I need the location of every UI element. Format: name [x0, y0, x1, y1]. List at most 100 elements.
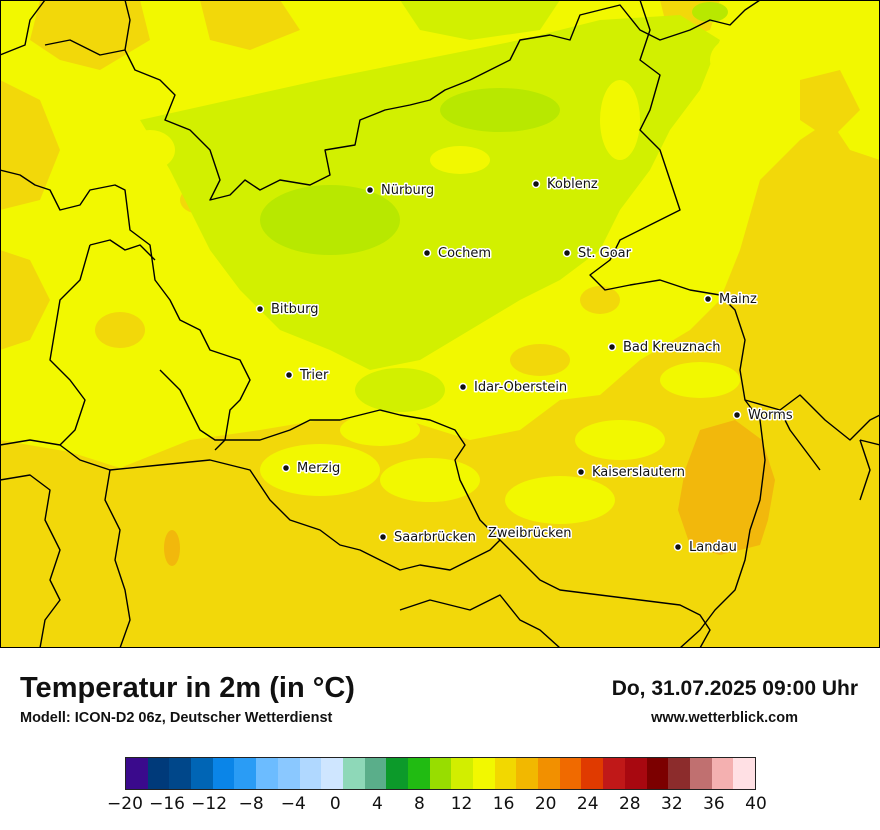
city-zweibruecken[interactable]: Zweibrücken	[487, 525, 573, 543]
city-nuerburg[interactable]: Nürburg	[365, 182, 436, 200]
city-label: Cochem	[438, 246, 491, 261]
map-canvas: Nürburg Koblenz Cochem St. Goar Mainz Bi…	[0, 0, 880, 648]
legend-tick-label: 36	[703, 794, 725, 814]
legend-swatch	[147, 758, 170, 789]
temp-zone-warm	[678, 420, 775, 555]
temp-zone-yellow-patches	[260, 362, 740, 524]
legend-swatch	[407, 758, 430, 789]
city-cochem[interactable]: Cochem	[422, 245, 493, 263]
legend-swatch	[624, 758, 647, 789]
city-markers: Nürburg Koblenz Cochem St. Goar Mainz Bi…	[255, 176, 794, 557]
city-label: Koblenz	[547, 177, 598, 192]
city-dot-icon	[281, 463, 291, 473]
city-dot-icon	[673, 542, 683, 552]
legend-swatch	[581, 758, 604, 789]
city-dot-icon	[422, 248, 432, 258]
legend-tick-label: 12	[450, 794, 473, 814]
temp-zone-yellow-north	[125, 30, 810, 350]
website-link[interactable]: www.wetterblick.com	[651, 710, 798, 726]
city-label: Idar-Oberstein	[474, 380, 567, 395]
city-dot-icon	[284, 370, 294, 380]
legend-swatch	[191, 758, 213, 789]
legend-tick-label: −20	[107, 794, 143, 814]
legend-swatch	[689, 758, 712, 789]
temp-spot-warm	[164, 530, 180, 566]
city-mainz[interactable]: Mainz	[703, 291, 759, 309]
city-label: Worms	[748, 408, 793, 423]
legend-tick-label: −4	[280, 794, 306, 814]
legend-tick-label: 8	[414, 794, 425, 814]
city-st-goar[interactable]: St. Goar	[562, 245, 633, 263]
legend-tick-label: 32	[661, 794, 683, 814]
city-dot-icon	[531, 179, 541, 189]
city-dot-icon	[378, 532, 388, 542]
model-source: Modell: ICON-D2 06z, Deutscher Wetterdie…	[20, 710, 333, 726]
administrative-borders	[0, 0, 880, 648]
legend-swatch	[256, 758, 278, 789]
legend-tick-label: −12	[191, 794, 228, 814]
legend-swatch	[321, 758, 343, 789]
legend-swatch	[364, 758, 387, 789]
legend-tick-label: −16	[149, 794, 186, 814]
city-koblenz[interactable]: Koblenz	[531, 176, 599, 194]
city-label: Nürburg	[381, 183, 434, 198]
temp-zone-yellow-green	[140, 0, 720, 412]
city-bitburg[interactable]: Bitburg	[255, 301, 320, 319]
city-kaiserslautern[interactable]: Kaiserslautern	[576, 464, 687, 482]
legend-swatch	[169, 758, 192, 789]
legend-swatch	[494, 758, 517, 789]
legend-tick-label: −8	[238, 794, 264, 814]
city-saarbruecken[interactable]: Saarbrücken	[378, 529, 477, 547]
city-trier[interactable]: Trier	[284, 367, 330, 385]
city-worms[interactable]: Worms	[732, 407, 794, 425]
city-landau[interactable]: Landau	[673, 539, 738, 557]
temperature-map[interactable]: Nürburg Koblenz Cochem St. Goar Mainz Bi…	[0, 0, 880, 648]
color-scale-legend	[125, 757, 756, 790]
forecast-datetime: Do, 31.07.2025 09:00 Uhr	[611, 677, 858, 700]
city-label: Mainz	[719, 292, 757, 307]
legend-tick-label: 24	[576, 794, 599, 814]
city-idar-oberstein[interactable]: Idar-Oberstein	[458, 379, 569, 397]
city-dot-icon	[607, 342, 617, 352]
legend-swatch	[516, 758, 539, 789]
color-scale-ticks: −20 −16 −12 −8 −4 0 4 8 12 16 20 24 28 32 36 40	[107, 794, 767, 818]
legend-tick-label: 20	[534, 794, 557, 814]
temp-zone-green	[260, 2, 728, 255]
legend-swatch	[234, 758, 257, 789]
city-label: Zweibrücken	[488, 526, 571, 541]
legend-tick-label: 4	[371, 794, 383, 814]
city-bad-kreuznach[interactable]: Bad Kreuznach	[607, 339, 722, 357]
legend-swatch	[668, 758, 690, 789]
city-dot-icon	[458, 382, 468, 392]
city-dot-icon	[365, 185, 375, 195]
city-merzig[interactable]: Merzig	[281, 460, 342, 478]
city-label: Bitburg	[271, 302, 319, 317]
legend-swatch	[429, 758, 452, 789]
legend-swatch	[603, 758, 625, 789]
legend-swatch	[559, 758, 582, 789]
city-dot-icon	[576, 467, 586, 477]
legend-swatch	[733, 758, 755, 789]
city-label: Landau	[689, 540, 737, 555]
city-label: Saarbrücken	[394, 530, 476, 545]
legend-swatch	[646, 758, 669, 789]
city-label: Bad Kreuznach	[623, 340, 721, 355]
legend-swatch	[277, 758, 300, 789]
city-label: Merzig	[297, 461, 340, 476]
city-dot-icon	[703, 294, 713, 304]
legend-swatch	[451, 758, 473, 789]
city-dot-icon	[562, 248, 572, 258]
city-label: St. Goar	[578, 246, 632, 261]
legend-swatch	[473, 758, 495, 789]
map-title: Temperatur in 2m (in °C)	[20, 672, 355, 704]
legend-tick-label: 16	[492, 794, 515, 814]
legend-swatch	[386, 758, 408, 789]
legend-tick-label: 28	[618, 794, 641, 814]
city-dot-icon	[732, 410, 742, 420]
city-dot-icon	[255, 304, 265, 314]
legend-tick-label: 0	[329, 794, 341, 814]
legend-swatch	[212, 758, 235, 789]
legend-tick-label: 40	[745, 794, 767, 814]
city-label: Trier	[299, 368, 329, 383]
city-label: Kaiserslautern	[592, 465, 685, 480]
